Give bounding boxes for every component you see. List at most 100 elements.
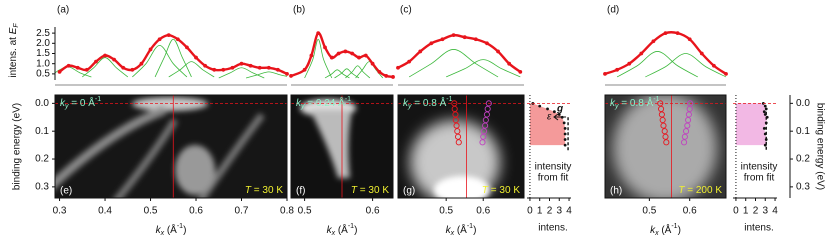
temperature-label: T = 30 K (245, 185, 283, 196)
x-tick-label: 0.6 (366, 206, 380, 217)
y-tick-label: 0.0 (796, 98, 810, 109)
panel-label: (a) (57, 5, 69, 16)
peak-marker (480, 133, 487, 140)
data-point (384, 74, 389, 78)
data-point (185, 45, 189, 50)
spectrum-image (398, 95, 524, 198)
data-point (440, 37, 445, 42)
fit-component (334, 68, 360, 79)
data-point (462, 35, 467, 40)
x-tick-label: 0.5 (439, 206, 453, 217)
x-tick-label: 0 (733, 206, 739, 217)
temperature-label-part: = 30 K (251, 185, 283, 196)
data-point (336, 51, 341, 56)
data-point (285, 71, 289, 76)
ky-label-part: -1 (345, 96, 351, 103)
x-axis-title: intens. (538, 223, 567, 234)
data-point (391, 75, 395, 79)
panel-label: (e) (60, 186, 72, 197)
y-tick-label: 0.3 (35, 182, 49, 193)
peak-marker (453, 122, 460, 129)
y-tick-label: 0.2 (35, 154, 49, 165)
data-point (699, 51, 704, 56)
peak-marker (684, 122, 691, 129)
data-point (473, 37, 478, 42)
x-tick-label: 0.4 (98, 206, 112, 217)
frame (397, 94, 525, 199)
spectrum-image (55, 95, 287, 198)
x-axis-title-part: (Å (659, 223, 672, 236)
data-point (266, 65, 271, 70)
ky-label-part: = 0.8 Å (619, 96, 654, 109)
peak-marker (480, 128, 488, 135)
x-axis-title: kx (Å-1) (446, 223, 477, 238)
profile-point (563, 132, 567, 136)
peak-marker (657, 100, 664, 107)
data-point (94, 59, 98, 64)
x-tick-label: 0 (527, 206, 533, 217)
temperature-label-part: = 30 K (488, 185, 520, 196)
data-point (651, 39, 656, 44)
data-point (194, 55, 198, 60)
profile-point (762, 110, 766, 114)
x-tick-label: 4 (566, 206, 572, 217)
data-point (615, 67, 619, 72)
x-axis-title-part: k (650, 225, 656, 236)
profile-point (563, 138, 567, 141)
data-point (350, 51, 355, 56)
peak-marker (659, 117, 666, 124)
peak-marker (660, 122, 667, 129)
y-tick-label: 0.2 (796, 154, 810, 165)
temperature-label: T = 200 K (678, 185, 722, 196)
ky-label-part: = 0.8 Å (412, 96, 447, 109)
ky-label-part: k (296, 98, 302, 109)
peak-marker (658, 111, 665, 118)
y-axis-title: binding energy (eV) (814, 103, 825, 190)
temperature-label: T = 30 K (351, 185, 389, 196)
data-point (429, 41, 434, 46)
data-point (248, 63, 253, 68)
gap-label: g (556, 104, 563, 115)
ky-label-part: -1 (95, 96, 101, 103)
y-tick-label: 1.0 (36, 58, 50, 69)
profile-point (764, 107, 768, 111)
ky-label: ky = 0.24 Å-1 (296, 96, 351, 111)
panel-label: (g) (403, 186, 415, 197)
x-axis-title-part: ) (183, 225, 186, 236)
profile-area (529, 103, 566, 146)
x-axis-title-part: (Å (335, 223, 348, 236)
ky-label-part: y (407, 103, 412, 110)
data-point (370, 61, 375, 66)
x-tick-label: 0.3 (53, 206, 67, 217)
profile-area (735, 103, 768, 146)
x-tick-label: 3 (556, 206, 562, 217)
frame (604, 94, 727, 199)
data-point (363, 53, 368, 58)
profile-point (557, 113, 561, 116)
x-axis-title: kx (Å-1) (327, 223, 358, 238)
y-tick-label: 2.5 (36, 28, 50, 39)
fit-component (168, 61, 215, 78)
x-tick-label: 4 (772, 206, 778, 217)
data-point (496, 49, 500, 54)
data-point (84, 67, 89, 72)
data-point (329, 55, 334, 60)
data-point (239, 61, 244, 66)
peak-marker (479, 139, 486, 146)
ky-label-part: = 0.24 Å (305, 96, 346, 109)
panel-label: (d) (607, 5, 619, 16)
data-point (309, 53, 314, 58)
fit-component (82, 57, 129, 78)
x-axis-title-part: k (446, 225, 452, 236)
x-tick-label: 0.8 (280, 206, 294, 217)
data-point (485, 41, 489, 46)
data-point (724, 71, 728, 76)
ky-label-part: k (610, 98, 616, 109)
x-tick-label: 0.5 (298, 206, 312, 217)
data-point (130, 67, 135, 72)
x-axis-title-part: x (160, 230, 165, 237)
data-point (627, 61, 632, 66)
peak-marker (485, 100, 492, 107)
data-point (230, 65, 235, 70)
